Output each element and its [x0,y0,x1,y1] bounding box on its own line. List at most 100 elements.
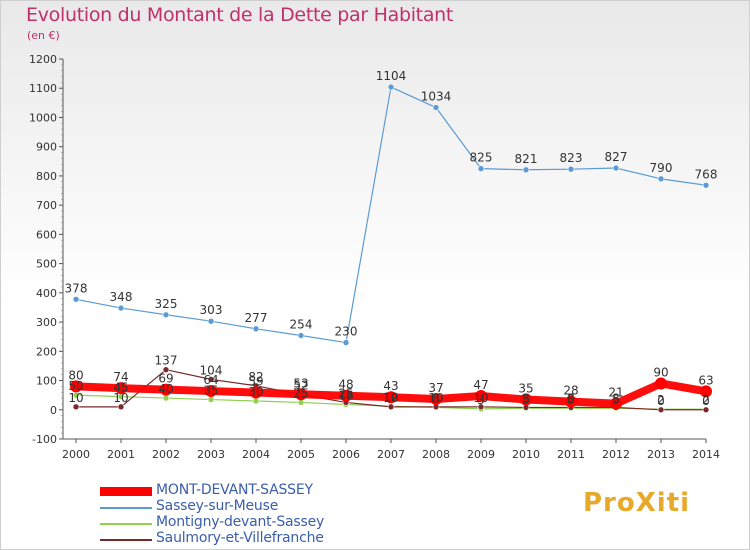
data-point-0 [250,386,262,399]
data-label-3: 82 [248,370,263,384]
data-label-0: 53 [293,376,308,390]
data-point-3 [207,376,215,383]
x-tick-label: 2001 [107,448,135,461]
data-label-3: 10 [473,391,488,405]
y-tick-label: 700 [36,199,57,212]
data-label-2: 2 [702,393,710,407]
data-point-1 [297,332,305,339]
x-tick-label: 2005 [287,448,315,461]
data-label-1: 254 [290,318,313,332]
data-label-3: 137 [155,354,178,368]
data-point-0 [610,397,622,410]
data-label-2: 5 [522,392,530,406]
data-label-0: 63 [698,373,713,387]
data-label-0: 43 [383,379,398,393]
y-tick-label: 0 [50,404,57,417]
data-point-0 [520,393,532,406]
x-tick-label: 2009 [467,448,495,461]
y-tick-label: 400 [36,287,57,300]
data-label-1: 277 [245,311,268,325]
legend-label: Saulmory-et-Villefranche [156,530,324,546]
data-label-3: 10 [428,391,443,405]
data-point-1 [72,295,80,303]
data-label-2: 2 [657,393,665,407]
axes: -100010020030040050060070080090010001100… [29,53,720,461]
data-label-3: 0 [702,394,710,408]
y-tick-label: 300 [36,316,57,329]
x-tick-label: 2012 [602,448,630,461]
data-point-1 [522,166,530,174]
data-point-1 [477,165,485,172]
data-point-1 [567,165,575,173]
y-tick-label: 1000 [29,111,57,124]
data-label-0: 48 [338,378,353,392]
legend-label: Sassey-sur-Meuse [156,498,279,514]
x-tick-label: 2008 [422,448,450,461]
data-point-1 [387,83,395,91]
data-label-1: 230 [335,325,358,339]
data-label-2: 35 [203,384,218,398]
data-point-0 [160,383,172,396]
data-label-3: 8 [612,391,620,405]
y-tick-label: -100 [32,433,57,446]
data-label-2: 5 [567,392,575,406]
data-point-0 [295,388,307,401]
data-point-1 [657,175,665,183]
legend-swatch [100,539,152,541]
data-point-3 [477,403,485,411]
data-label-2: 45 [113,381,128,395]
legend-label: MONT-DEVANT-SASSEY [156,482,313,498]
data-label-2: 25 [293,386,308,400]
x-tick-label: 2002 [152,448,180,461]
data-label-3: 10 [383,391,398,405]
data-label-0: 90 [653,365,668,379]
data-label-0: 59 [248,375,263,389]
data-point-0 [475,390,487,403]
chart-title: Evolution du Montant de la Dette par Hab… [26,4,454,26]
data-point-1 [252,325,260,333]
y-tick-label: 500 [36,258,57,271]
data-label-0: 47 [473,378,488,392]
data-label-1: 823 [560,151,583,165]
data-label-1: 303 [200,303,223,317]
legend-swatch [100,507,152,509]
data-point-3 [117,403,125,411]
data-point-1 [207,317,215,325]
data-point-1 [117,304,125,312]
data-point-0 [430,392,442,405]
legend-label: Montigny-devant-Sassey [156,514,325,530]
data-point-3 [657,406,665,414]
unit-label: (en €) [27,29,60,42]
data-label-1: 1104 [376,69,407,83]
data-label-2: 30 [248,385,263,399]
y-tick-label: 900 [36,141,57,154]
data-point-1 [342,339,350,346]
data-point-3 [702,406,710,414]
x-tick-label: 2006 [332,448,360,461]
data-point-3 [387,403,395,411]
x-tick-label: 2010 [512,448,540,461]
data-label-3: 8 [567,391,575,405]
data-label-2: 50 [68,379,83,393]
data-label-1: 378 [65,281,88,295]
x-tick-label: 2007 [377,448,405,461]
data-point-0 [115,382,127,395]
legend-swatch [100,523,152,525]
y-tick-label: 1100 [29,82,57,95]
data-point-0 [700,385,712,398]
data-label-1: 1034 [421,90,452,104]
x-tick-label: 2004 [242,448,270,461]
data-label-3: 10 [68,391,83,405]
data-point-0 [385,391,397,404]
legend-swatch [100,487,152,496]
data-label-1: 825 [470,151,493,165]
data-label-3: 104 [200,363,223,377]
x-tick-label: 2000 [62,448,90,461]
data-point-0 [70,380,82,393]
x-tick-label: 2014 [692,448,720,461]
data-label-1: 768 [695,167,718,181]
y-tick-label: 1200 [29,53,57,66]
data-point-3 [162,366,170,374]
data-label-2: 8 [432,391,440,405]
data-label-3: 25 [338,386,353,400]
